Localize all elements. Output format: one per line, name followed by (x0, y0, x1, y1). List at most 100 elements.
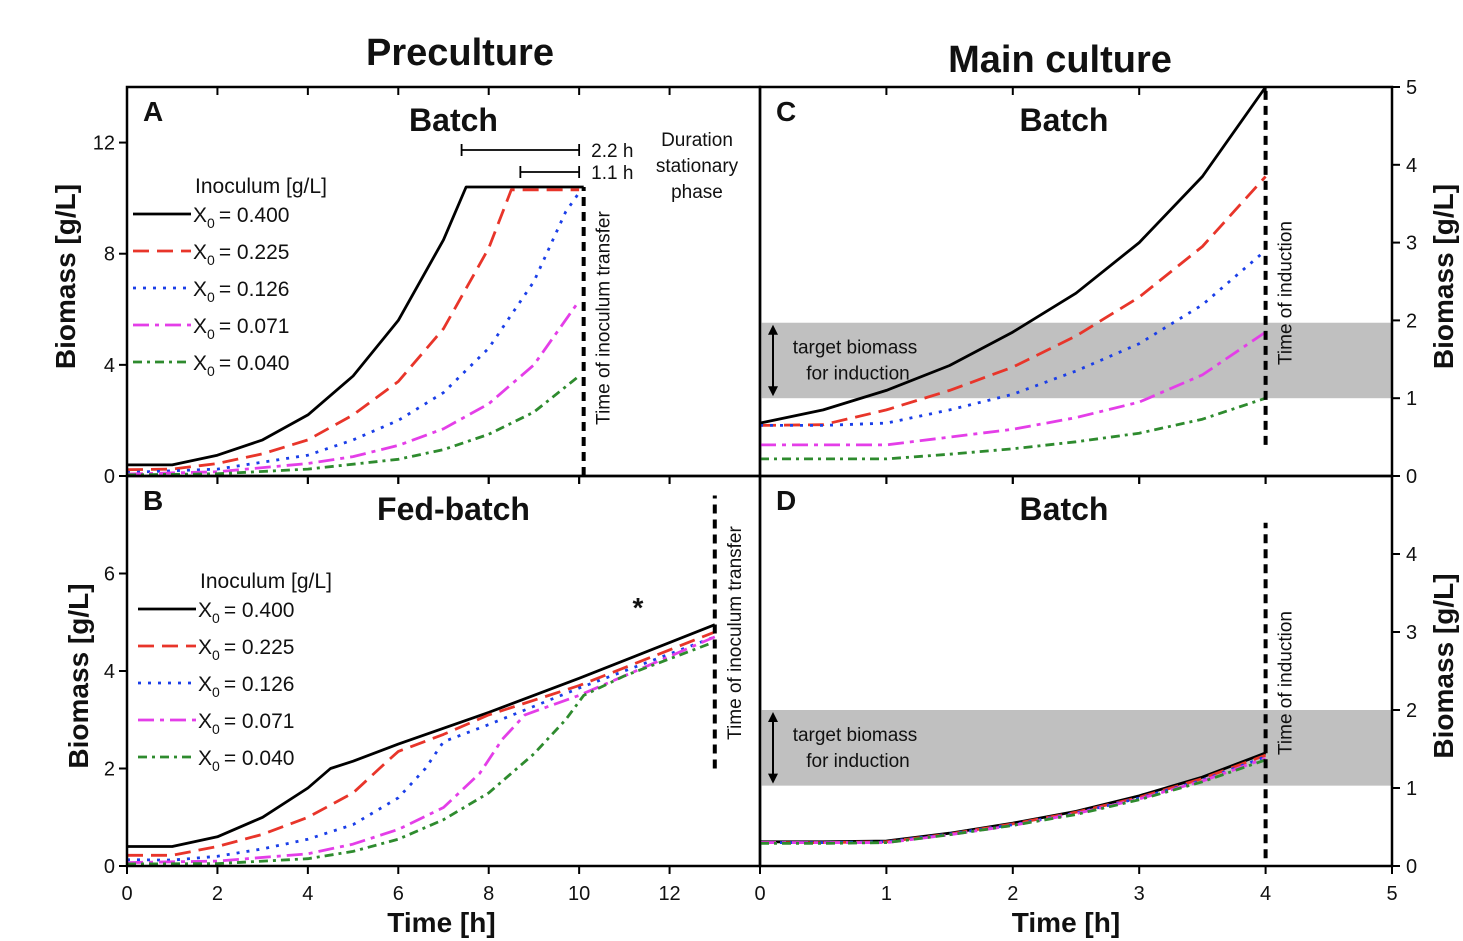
band-label: for induction (806, 363, 910, 384)
panel-title: Batch (1020, 491, 1109, 527)
legend-subscript: 0 (207, 289, 215, 305)
legend-subscript: 0 (207, 252, 215, 268)
legend-entry: X0 = 0.225 (198, 636, 294, 663)
series-line-0.400 (127, 623, 716, 848)
legend-subscript: 0 (212, 758, 220, 774)
x-tick-label: 3 (1134, 883, 1145, 905)
duration-bar (519, 166, 581, 178)
x-tick-label: 2 (212, 883, 223, 905)
series-line-0.071 (126, 300, 581, 476)
x-tick-label: 1 (881, 883, 892, 905)
y-tick-label: 3 (1406, 622, 1417, 644)
legend-subscript: 0 (212, 721, 220, 737)
panel-letter: A (143, 96, 163, 127)
legend-value: = 0.400 (224, 599, 295, 622)
y-tick-label: 8 (104, 244, 115, 266)
panel-d: target biomass for induction Time of induc… (754, 474, 1459, 938)
x-tick-label: 8 (483, 883, 494, 905)
duration-note: phase (671, 182, 723, 203)
y-tick-label: 0 (104, 856, 115, 878)
x-axis-label: Time [h] (1012, 907, 1120, 938)
target-band (760, 710, 1392, 786)
legend-entry: X0 = 0.126 (193, 278, 289, 305)
x-tick-label: 0 (754, 883, 765, 905)
legend-value: = 0.126 (224, 673, 295, 696)
y-axis-label: Biomass [g/L] (1428, 184, 1459, 369)
x-axis-label: Time [h] (387, 907, 495, 938)
main-culture-header: Main culture (948, 39, 1172, 81)
y-tick-label: 2 (1406, 700, 1417, 722)
duration-note: Duration (661, 130, 733, 151)
time-marker-label: Time of inoculum transfer (594, 211, 615, 425)
legend-value: = 0.071 (219, 315, 290, 338)
legend-entry: X0 = 0.040 (193, 352, 289, 379)
x-tick-label: 4 (1260, 883, 1271, 905)
series-line-0 (759, 86, 1267, 425)
legend-value: = 0.225 (224, 636, 295, 659)
legend-subscript: 0 (212, 684, 220, 700)
legend-symbol: X (198, 673, 212, 696)
y-axis-label: Biomass [g/L] (50, 184, 81, 369)
series-line-1 (760, 753, 1267, 844)
series-line-1 (759, 175, 1267, 427)
legend-symbol: X (193, 315, 207, 338)
x-tick-label: 10 (568, 883, 590, 905)
legend-entry: X0 = 0.071 (193, 315, 289, 342)
panel-a: Time of inoculum transfer 2.2 h1.1 h Durat… (50, 85, 762, 488)
panel-letter: B (143, 485, 163, 516)
legend-entry: X0 = 0.040 (198, 747, 294, 774)
y-tick-label: 2 (1406, 310, 1417, 332)
significance-asterisk: * (632, 592, 643, 623)
arrow-up-icon (768, 324, 778, 335)
series-line-3 (760, 757, 1267, 844)
y-tick-label: 4 (104, 661, 115, 683)
legend-subscript: 0 (212, 647, 220, 663)
y-tick-label: 2 (104, 759, 115, 781)
legend-subscript: 0 (207, 363, 215, 379)
x-tick-label: 5 (1386, 883, 1397, 905)
y-axis-label: Biomass [g/L] (63, 583, 94, 768)
x-tick-label: 4 (302, 883, 313, 905)
legend-symbol: X (193, 241, 207, 264)
band-label: target biomass (793, 725, 918, 746)
legend-symbol: X (193, 204, 207, 227)
series-line-0.225 (127, 630, 716, 857)
y-axis-label: Biomass [g/L] (1428, 573, 1459, 758)
panel-c: target biomass for induction Time of induc… (758, 77, 1459, 488)
panel-title: Batch (409, 102, 498, 138)
legend-symbol: X (198, 747, 212, 770)
series-line-3 (760, 330, 1267, 447)
panel-b: Time of inoculum transfer * Inoculum [g/L]… (63, 474, 762, 938)
preculture-header: Preculture (366, 32, 554, 74)
panel-letter: D (776, 485, 796, 516)
series-line-4 (760, 758, 1267, 845)
series-line-0.225 (126, 188, 580, 472)
legend-title: Inoculum [g/L] (195, 175, 327, 198)
y-tick-label: 1 (1406, 778, 1417, 800)
x-tick-label: 12 (658, 883, 680, 905)
y-tick-label: 0 (1406, 856, 1417, 878)
panel-letter: C (776, 96, 796, 127)
x-tick-label: 2 (1007, 883, 1018, 905)
series-line-0.126 (126, 635, 716, 862)
legend-value: = 0.071 (224, 710, 295, 733)
series-line-0.071 (126, 635, 716, 864)
panel-title: Batch (1020, 102, 1109, 138)
y-tick-label: 4 (104, 355, 115, 377)
y-tick-label: 12 (93, 133, 115, 155)
panel-title: Fed-batch (377, 491, 530, 527)
legend-symbol: X (198, 636, 212, 659)
legend-symbol: X (198, 710, 212, 733)
y-tick-label: 6 (104, 564, 115, 586)
legend-subscript: 0 (212, 610, 220, 626)
panel-frame (758, 85, 1394, 478)
legend-title: Inoculum [g/L] (200, 570, 332, 593)
y-tick-label: 4 (1406, 544, 1417, 566)
y-tick-label: 3 (1406, 233, 1417, 255)
duration-note: stationary (656, 156, 739, 177)
series-line-4 (760, 396, 1267, 461)
time-marker-label: Time of inoculum transfer (725, 526, 746, 740)
legend-value: = 0.040 (224, 747, 295, 770)
y-tick-label: 1 (1406, 388, 1417, 410)
